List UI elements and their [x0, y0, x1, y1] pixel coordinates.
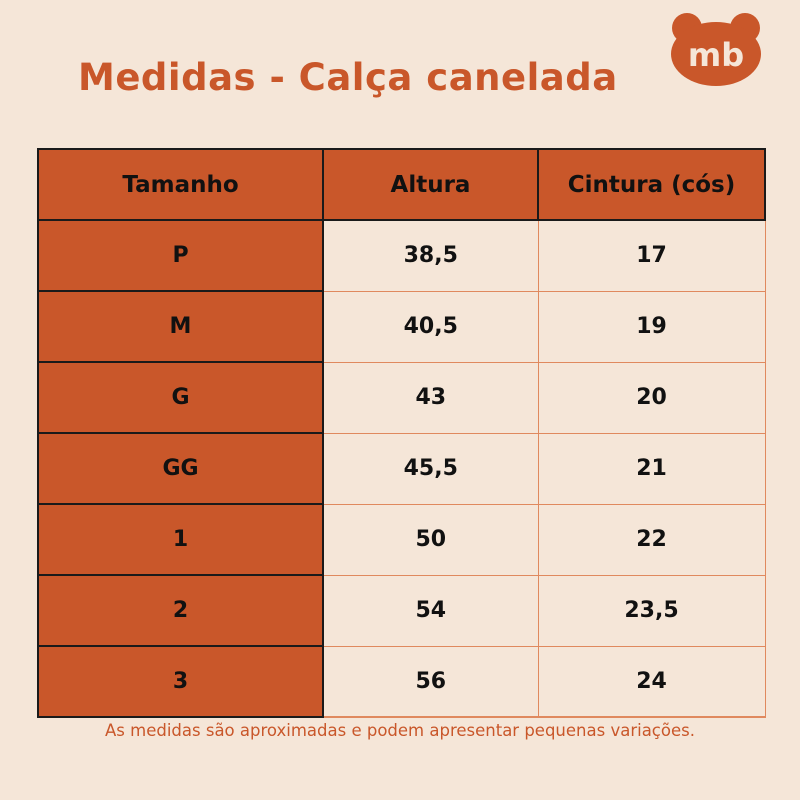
- table-row: 2 54 23,5: [37, 574, 766, 647]
- cintura-cell: 21: [537, 432, 766, 505]
- header-tamanho: Tamanho: [37, 148, 324, 221]
- altura-cell: 56: [322, 645, 539, 718]
- cintura-cell: 20: [537, 361, 766, 434]
- page-title: Medidas - Calça canelada: [78, 56, 618, 99]
- altura-cell: 40,5: [322, 290, 539, 363]
- altura-cell: 50: [322, 503, 539, 576]
- table-row: P 38,5 17: [37, 219, 766, 292]
- size-cell: 3: [37, 645, 324, 718]
- table-row: G 43 20: [37, 361, 766, 434]
- cintura-cell: 24: [537, 645, 766, 718]
- bear-logo-icon: mb: [668, 12, 764, 86]
- altura-cell: 54: [322, 574, 539, 647]
- cintura-cell: 17: [537, 219, 766, 292]
- size-cell: 2: [37, 574, 324, 647]
- table-row: 3 56 24: [37, 645, 766, 718]
- footnote: As medidas são aproximadas e podem apres…: [105, 721, 695, 740]
- altura-cell: 38,5: [322, 219, 539, 292]
- table-row: M 40,5 19: [37, 290, 766, 363]
- altura-cell: 43: [322, 361, 539, 434]
- cintura-cell: 22: [537, 503, 766, 576]
- table-row: GG 45,5 21: [37, 432, 766, 505]
- size-cell: P: [37, 219, 324, 292]
- logo-text: mb: [688, 36, 744, 74]
- altura-cell: 45,5: [322, 432, 539, 505]
- size-cell: 1: [37, 503, 324, 576]
- header-cintura: Cintura (cós): [537, 148, 766, 221]
- size-cell: M: [37, 290, 324, 363]
- table-header-row: Tamanho Altura Cintura (cós): [37, 148, 766, 221]
- size-table: Tamanho Altura Cintura (cós) P 38,5 17 M…: [37, 148, 766, 718]
- cintura-cell: 19: [537, 290, 766, 363]
- header-altura: Altura: [322, 148, 539, 221]
- size-cell: G: [37, 361, 324, 434]
- size-cell: GG: [37, 432, 324, 505]
- cintura-cell: 23,5: [537, 574, 766, 647]
- table-row: 1 50 22: [37, 503, 766, 576]
